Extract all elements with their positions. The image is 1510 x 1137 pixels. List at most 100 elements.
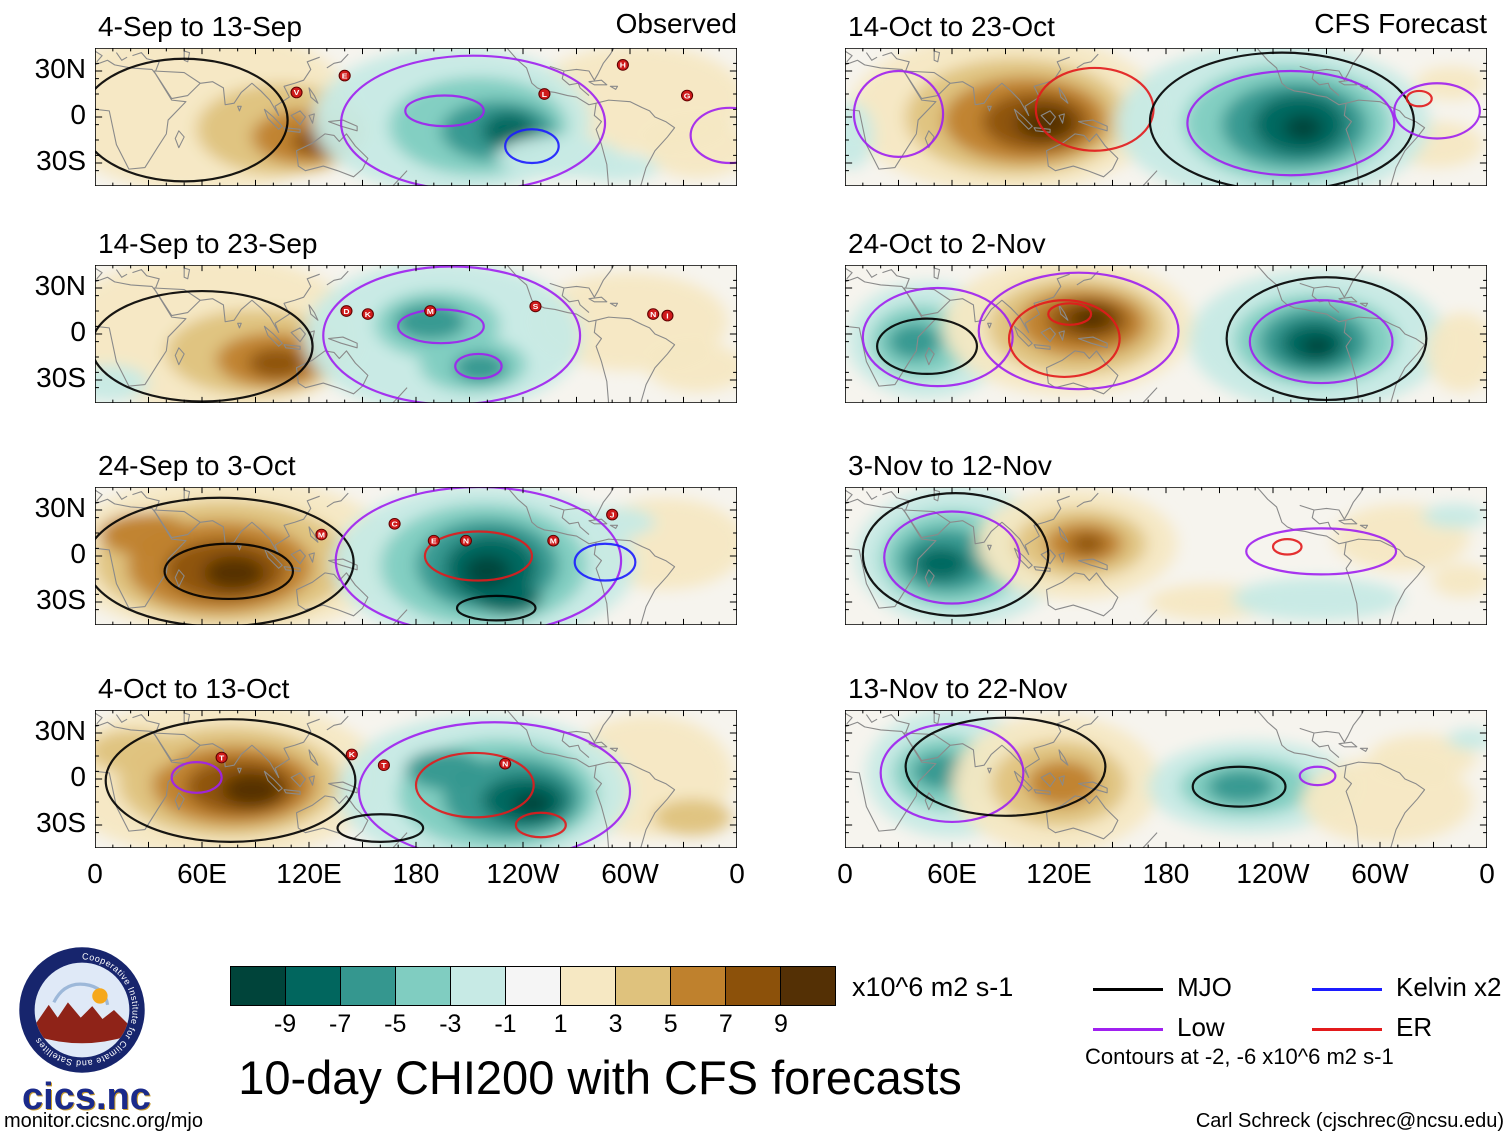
legend-line-kelvin [1312,988,1382,991]
axis-ticks [845,48,1487,186]
anomaly-blob [572,153,659,182]
anomaly-blob [1069,306,1113,331]
storm-circle [345,748,358,761]
storm-letter: L [542,90,547,98]
storm-icon: M [547,534,560,547]
axis-ticks [95,265,737,403]
storm-circle [647,308,660,320]
x-axis-label: 0 [837,858,853,889]
storm-letter: D [343,307,349,315]
anomaly-blob [394,303,466,341]
storm-circle [215,751,228,764]
contour-low [455,354,501,379]
storm-icon: S [529,300,542,313]
contour-kelvin [505,129,558,163]
storm-icon: C [388,517,401,530]
x-axis-label: 0 [87,858,103,889]
panel-title: 24-Oct to 2-Nov [848,228,1046,259]
panel-title: 4-Oct to 13-Oct [98,673,290,704]
colorbar-cell [341,967,396,1005]
contour-er [425,531,532,580]
storm-icon: K [345,748,358,761]
y-axis-label: 30S [36,584,86,615]
x-axis-label: 60E [927,858,977,889]
colorbar-cell [726,967,781,1005]
anomaly-field [95,710,734,848]
storm-icon: I [661,309,674,322]
contour-low [1187,71,1394,175]
figure-title: 10-day CHI200 with CFS forecasts [238,1051,962,1104]
axis-ticks [95,48,737,186]
legend-line-er [1312,1028,1382,1031]
anomaly-blob [1426,312,1487,393]
x-axis-label: 60E [177,858,227,889]
anomaly-blob [476,583,541,615]
anomaly-blob [644,117,737,179]
contour-er [1273,539,1302,554]
contour-er [516,813,566,838]
contour-low [1250,300,1393,383]
colorbar-cell [231,967,286,1005]
anomaly-blob [1301,335,1334,357]
x-axis-label: 180 [1142,858,1190,889]
storm-letter: I [666,312,668,320]
anomaly-blob [647,343,737,393]
storm-circle [377,759,390,772]
anomaly-blob [512,791,552,816]
storm-icon: V [290,86,303,99]
storm-letter: H [620,61,626,69]
colorbar-cell [451,967,506,1005]
anomaly-blob [1069,533,1106,555]
storm-icon: K [361,308,374,320]
storm-icon: T [377,759,390,772]
x-axis-label: 120E [1026,858,1092,889]
storm-circle [661,309,674,322]
contour-mjo [877,319,977,374]
storm-letter: K [349,751,355,759]
storm-icon: N [647,308,660,320]
panel-title: 3-Nov to 12-Nov [848,450,1052,481]
storm-icon: N [459,534,472,547]
map-panel-obs-3: M C E N M J [95,487,737,625]
storm-circle [427,534,440,547]
anomaly-field [95,48,737,186]
contour-mjo [338,814,424,842]
storm-letter: M [550,537,558,545]
storm-circle [529,300,542,313]
storm-letter: N [463,537,469,545]
storm-icon: E [338,69,351,82]
anomaly-field [846,265,1487,403]
anomaly-blob [248,347,306,379]
storm-icon: J [606,508,619,521]
storm-letter: C [392,520,398,528]
colorbar-tick-label: -5 [384,1010,407,1038]
anomaly-blob [221,772,283,807]
storm-letter: M [318,531,326,539]
storm-letter: T [219,754,224,762]
contour-mjo [95,59,288,182]
contour-low [1394,83,1480,138]
storm-icon: L [538,88,551,100]
contour-er [1009,300,1120,377]
x-axis-label: 180 [392,858,440,889]
colorbar-tick-label: 5 [663,1010,678,1038]
panel-title: 4-Sep to 13-Sep [98,11,302,42]
storm-circle [290,86,303,99]
contour-mjo [165,544,293,599]
storm-icon: G [681,89,694,102]
colorbar-cell [561,967,616,1005]
anomaly-blob [653,798,732,836]
storm-letter: M [427,307,435,315]
storm-letter: N [650,310,656,318]
contour-low [854,71,943,157]
storm-letter: E [342,72,348,80]
contour-mjo [1193,767,1286,807]
storm-icon: T [215,751,228,764]
column-header-observed: Observed [615,8,737,39]
storm-letter: T [381,762,386,770]
map-panel-fcst-3 [845,487,1487,625]
storm-circle [499,757,512,770]
y-axis-label: 30S [36,145,86,176]
storm-letter: E [431,537,437,545]
